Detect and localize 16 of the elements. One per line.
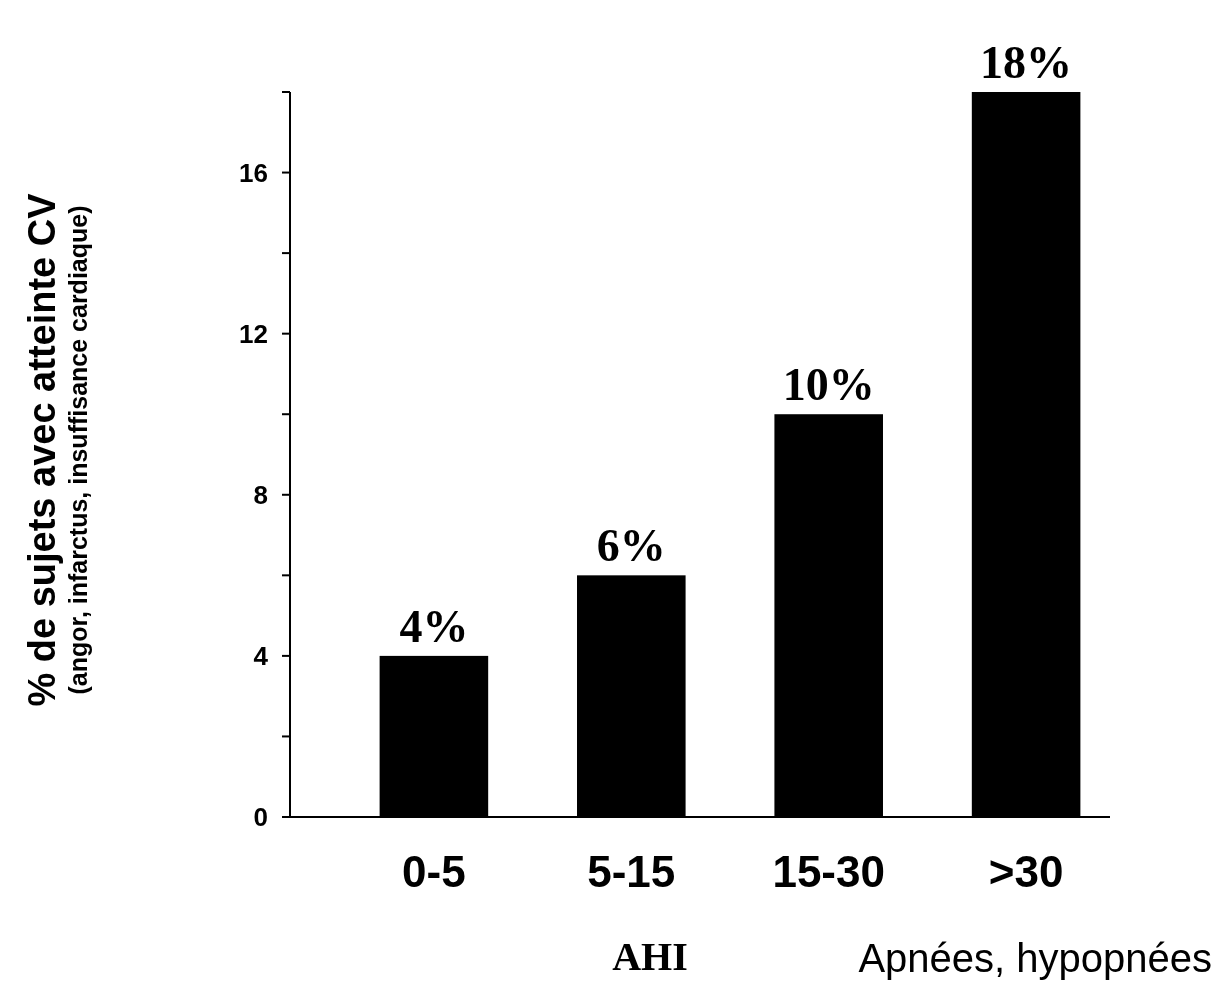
y-tick-label: 16 [239, 157, 268, 188]
text: Apnées, hypopnées [858, 936, 1212, 980]
data-label: 6% [596, 520, 666, 572]
x-tick-label: >30 [988, 847, 1064, 896]
data-label: 18% [980, 37, 1073, 88]
y-tick-label: 12 [239, 318, 268, 349]
y-tick-label: 8 [253, 479, 268, 510]
y-tick-label: 0 [253, 802, 268, 833]
x-tick-label: 5-15 [587, 847, 676, 896]
y-tick-label: 4 [253, 640, 269, 671]
x-tick-label: 0-5 [402, 847, 466, 896]
x-axis-title: AHI [612, 934, 688, 979]
y-axis-title: % de sujets avec atteinte CV (angor, infarctus, insuffisance cardiaque) [21, 192, 92, 707]
data-label: 10% [782, 359, 875, 411]
x-tick-label: 15-30 [772, 847, 885, 896]
data-label: 4% [399, 600, 469, 652]
